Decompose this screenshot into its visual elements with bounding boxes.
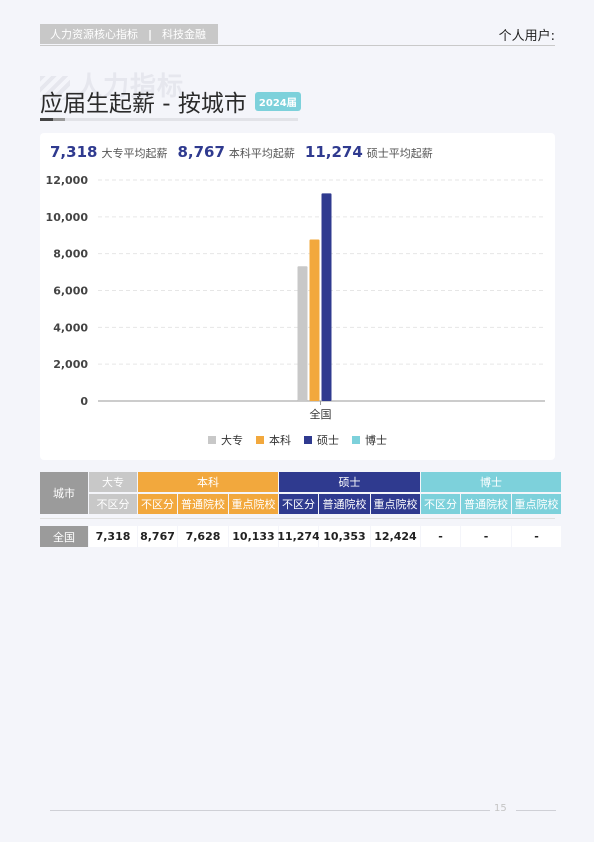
y-tick-label: 2,000 — [53, 358, 88, 371]
table-header-divider — [40, 518, 555, 519]
page-title: 应届生起薪 - 按城市 — [40, 91, 247, 117]
legend-label-博士: 博士 — [365, 434, 387, 447]
sub-header: 普通院校 — [461, 494, 511, 514]
bar-硕士 — [321, 193, 332, 401]
user-label: 个人用户: — [498, 29, 555, 44]
table-row-city: 全国 — [40, 526, 88, 547]
legend-swatch-大专 — [208, 436, 216, 444]
y-tick-label: 12,000 — [46, 174, 89, 187]
bar-本科 — [309, 239, 320, 401]
header-tag: 人力资源核心指标 | 科技金融 — [40, 24, 219, 44]
year-badge: 2024届 — [254, 91, 301, 111]
sub-header: 不区分 — [421, 494, 460, 514]
summary-label: 大专平均起薪 — [101, 147, 168, 160]
legend-swatch-博士 — [352, 436, 360, 444]
table-cell: 7,628 — [178, 526, 228, 547]
y-tick-label: 10,000 — [46, 211, 89, 224]
footer-divider — [50, 810, 490, 811]
footer-divider-right — [516, 810, 556, 811]
summary-benke: 8,767 本科平均起薪 — [177, 143, 294, 161]
bar-大专 — [297, 266, 308, 401]
summary-shuoshi: 11,274 硕士平均起薪 — [305, 143, 433, 161]
table-cell: - — [461, 526, 511, 547]
title-underline-accent-dark — [40, 118, 53, 121]
table-cell: 7,318 — [89, 526, 137, 547]
legend-label-硕士: 硕士 — [317, 434, 339, 447]
page-title-row: 应届生起薪 - 按城市 2024届 — [40, 84, 301, 118]
x-tick-label: 全国 — [310, 407, 332, 421]
group-header: 大专 — [89, 472, 137, 492]
table-cell: 10,353 — [319, 526, 370, 547]
page-number: 15 — [494, 803, 507, 814]
summary-value: 7,318 — [50, 143, 98, 161]
chart-card: 7,318 大专平均起薪 8,767 本科平均起薪 11,274 硕士平均起薪 … — [40, 133, 555, 460]
watermark-stripes — [40, 75, 70, 100]
table-cell: 8,767 — [138, 526, 177, 547]
header-tag-separator: | — [148, 27, 153, 41]
watermark-text: 人力指标 — [76, 72, 185, 102]
y-tick-label: 4,000 — [53, 321, 88, 334]
summary-label: 硕士平均起薪 — [366, 147, 433, 160]
summary-label: 本科平均起薪 — [228, 147, 295, 160]
group-header: 博士 — [421, 472, 561, 492]
legend-label-大专: 大专 — [221, 433, 243, 447]
header-tag-right: 科技金融 — [162, 28, 207, 41]
header-divider — [40, 45, 555, 46]
title-underline — [40, 118, 298, 121]
sub-header: 重点院校 — [371, 494, 420, 514]
sub-header: 重点院校 — [512, 494, 561, 514]
group-header: 本科 — [138, 472, 278, 492]
sub-header: 不区分 — [89, 494, 137, 514]
city-header: 城市 — [40, 472, 88, 514]
group-header: 硕士 — [279, 472, 420, 492]
title-watermark: 人力指标 — [40, 66, 184, 103]
table-cell: - — [512, 526, 561, 547]
table-cell: 11,274 — [277, 526, 320, 547]
legend-label-本科: 本科 — [269, 433, 291, 447]
y-tick-label: 6,000 — [53, 285, 88, 298]
summary-row: 7,318 大专平均起薪 8,767 本科平均起薪 11,274 硕士平均起薪 — [50, 143, 433, 161]
table-cell: - — [421, 526, 460, 547]
header-tag-left: 人力资源核心指标 — [50, 28, 138, 41]
table-cell: 10,133 — [229, 526, 278, 547]
sub-header: 普通院校 — [178, 494, 228, 514]
legend-swatch-本科 — [256, 436, 264, 444]
y-tick-label: 0 — [80, 395, 88, 408]
summary-value: 8,767 — [177, 143, 225, 161]
sub-header: 重点院校 — [229, 494, 278, 514]
sub-header: 不区分 — [279, 494, 318, 514]
legend-swatch-硕士 — [304, 436, 312, 444]
summary-dazhuan: 7,318 大专平均起薪 — [50, 143, 167, 161]
sub-header: 不区分 — [138, 494, 177, 514]
summary-value: 11,274 — [304, 143, 363, 161]
y-tick-label: 8,000 — [53, 248, 88, 261]
table-cell: 12,424 — [371, 526, 420, 547]
sub-header: 普通院校 — [319, 494, 370, 514]
title-underline-accent-light — [53, 118, 65, 121]
